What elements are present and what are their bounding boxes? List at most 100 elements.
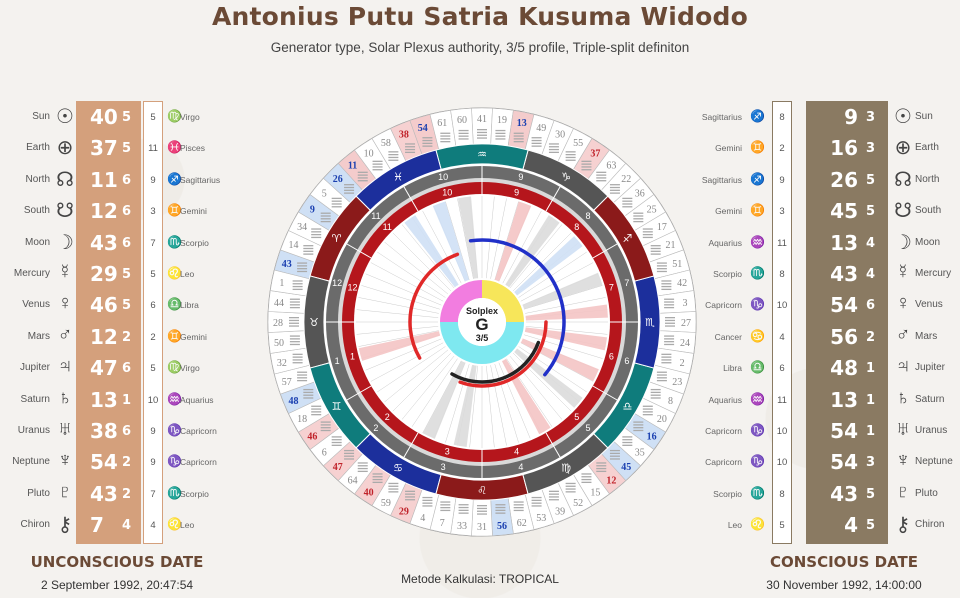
hexagram-line bbox=[622, 436, 633, 438]
hexagram-line bbox=[531, 145, 542, 147]
zodiac-icon: ♒ bbox=[750, 391, 765, 406]
gate-number: 49 bbox=[536, 123, 546, 134]
zodiac-name: Libra bbox=[723, 363, 742, 374]
zodiac-icon: ♋ bbox=[750, 328, 765, 343]
gate-number: 54 bbox=[830, 450, 858, 475]
house-number-outer: 12 bbox=[332, 278, 342, 288]
conscious-planet-table: Sagittarius♐893☉Sun8Gemini♊2163⊕Earth2Sa… bbox=[702, 101, 960, 540]
hexagram-line bbox=[422, 502, 433, 504]
line-number: 6 bbox=[122, 361, 132, 377]
house-number-inner: 12 bbox=[348, 282, 358, 292]
gate-number: 54 bbox=[830, 418, 858, 443]
house-number: 11 bbox=[148, 143, 158, 155]
gate-number: 38 bbox=[90, 418, 118, 443]
gate-number: 37 bbox=[90, 136, 118, 161]
gate-number: 26 bbox=[830, 167, 858, 192]
wheel-spoke bbox=[509, 224, 563, 289]
house-number-outer: 7 bbox=[624, 278, 629, 288]
hexagram-line bbox=[531, 502, 542, 504]
house-number-outer: 3 bbox=[441, 462, 446, 472]
planet-icon: ♆ bbox=[57, 449, 73, 472]
wheel-spoke bbox=[377, 346, 446, 393]
hexagram-line bbox=[320, 212, 331, 214]
zodiac-icon: ♌ bbox=[477, 484, 487, 497]
hexagram-line bbox=[495, 509, 506, 511]
wheel-spoke bbox=[392, 352, 452, 412]
hexagram-line bbox=[292, 283, 303, 285]
house-divider bbox=[403, 186, 419, 212]
zodiac-icon: ♒ bbox=[167, 391, 182, 406]
planet-icon: ♀ bbox=[57, 292, 73, 315]
planet-name: South bbox=[915, 205, 942, 217]
zodiac-icon: ♍ bbox=[167, 109, 182, 123]
zodiac-name: Scorpio bbox=[180, 237, 209, 248]
house-number-outer: 1 bbox=[335, 356, 340, 366]
zodiac-name: Libra bbox=[180, 300, 199, 311]
gate-number: 35 bbox=[635, 447, 645, 458]
hexagram-line bbox=[642, 408, 653, 410]
hexagram-line bbox=[581, 169, 592, 171]
wheel-spoke bbox=[365, 338, 442, 371]
house-divider bbox=[346, 243, 372, 259]
gate-number: 2 bbox=[680, 358, 685, 369]
wheel-spoke bbox=[361, 285, 440, 310]
hexagram-line bbox=[513, 506, 524, 509]
zodiac-icon: ♑ bbox=[750, 454, 765, 469]
planet-row: Sun ☉ 40 5 5 ♍ Virgo bbox=[0, 101, 250, 132]
gate-number: 43 bbox=[282, 259, 292, 270]
zodiac-name: Scorpio bbox=[713, 268, 742, 279]
personality-gate-column bbox=[806, 101, 888, 544]
house-number: 2 bbox=[150, 331, 156, 343]
hexagram-line bbox=[303, 391, 314, 394]
planet-wedge bbox=[404, 215, 459, 288]
hexagram-line bbox=[289, 338, 300, 340]
planet-icon: ☿ bbox=[57, 260, 73, 283]
hexagram-line bbox=[311, 231, 322, 233]
hexagram-line bbox=[581, 160, 592, 162]
zodiac-name: Capricorn bbox=[705, 425, 742, 436]
hexagram-line bbox=[596, 174, 607, 176]
hexagram-line bbox=[422, 142, 433, 144]
planet-row: Moon ☽ 43 6 7 ♏ Scorpio bbox=[0, 227, 250, 258]
center-profile: 3/5 bbox=[476, 333, 489, 343]
zodiac-icon: ♎ bbox=[623, 400, 633, 413]
wheel-spoke bbox=[445, 364, 470, 443]
house-number-inner: 8 bbox=[574, 222, 579, 232]
hexagram-line bbox=[477, 137, 487, 139]
center-segment bbox=[440, 322, 524, 364]
wheel-spoke bbox=[494, 364, 519, 443]
channel-arc-red bbox=[408, 252, 460, 360]
hexagram-line bbox=[581, 473, 592, 475]
line-number: 6 bbox=[122, 235, 132, 251]
zodiac-name: Aquarius bbox=[180, 394, 214, 405]
hexagram-line bbox=[297, 268, 308, 270]
hexagram-line bbox=[513, 501, 524, 503]
hexagram-line bbox=[440, 504, 451, 506]
zodiac-name: Capricorn bbox=[180, 457, 217, 468]
hexagram-line bbox=[565, 488, 576, 490]
hexagram-line bbox=[656, 262, 667, 264]
hexagram-line bbox=[331, 439, 342, 441]
hexagram-line bbox=[609, 449, 620, 452]
house-divider bbox=[403, 432, 419, 458]
hexagram-line bbox=[372, 478, 383, 481]
hexagram-line bbox=[565, 151, 576, 153]
gate-number: 10 bbox=[364, 148, 374, 159]
wheel-spoke bbox=[401, 355, 455, 420]
zodiac-segment bbox=[355, 149, 442, 211]
house-number: 4 bbox=[150, 520, 156, 532]
hexagram-line bbox=[297, 262, 308, 264]
hexagram-line bbox=[357, 177, 368, 179]
hexagram-line bbox=[292, 285, 303, 288]
wheel-spoke bbox=[524, 334, 603, 359]
gate-number: 9 bbox=[844, 105, 858, 129]
wheel-spoke bbox=[502, 210, 542, 284]
channel-arc-red bbox=[458, 320, 548, 388]
gate-number: 11 bbox=[348, 160, 357, 171]
house-divider bbox=[545, 432, 561, 458]
house-number-inner: 7 bbox=[609, 282, 614, 292]
hexagram-line bbox=[422, 145, 433, 147]
